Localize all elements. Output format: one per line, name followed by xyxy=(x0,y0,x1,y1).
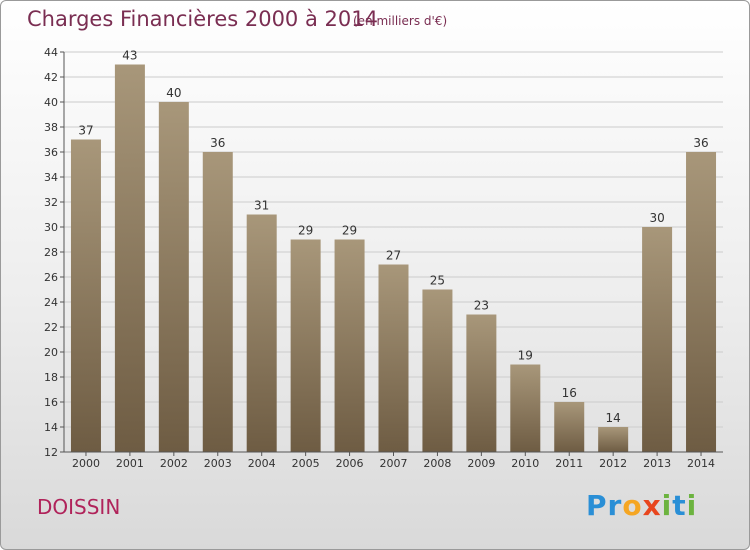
chart-unit: (en milliers d'€) xyxy=(353,14,448,28)
x-tick-label: 2003 xyxy=(204,457,232,470)
x-tick-label: 2005 xyxy=(292,457,320,470)
chart-title: Charges Financières 2000 à 2014 xyxy=(27,7,378,31)
bar-value-label: 19 xyxy=(518,349,533,363)
bar xyxy=(202,152,233,452)
y-tick-label: 14 xyxy=(44,421,58,434)
x-tick-label: 2009 xyxy=(467,457,495,470)
logo-letter: x xyxy=(642,489,662,522)
x-tick-label: 2014 xyxy=(687,457,715,470)
x-tick-label: 2006 xyxy=(336,457,364,470)
bar xyxy=(422,289,453,452)
axes: 12 14 16 18 20 22 24 26 28 30 32 34 36 38 40 42 44 2000 20… xyxy=(44,46,723,470)
x-tick-label: 2004 xyxy=(248,457,276,470)
x-tick-label: 2010 xyxy=(511,457,539,470)
y-tick-label: 36 xyxy=(44,146,58,159)
bar-value-label: 29 xyxy=(342,224,357,238)
logo-letter: t xyxy=(672,489,687,522)
bar-value-label: 16 xyxy=(562,386,577,400)
x-tick-label: 2002 xyxy=(160,457,188,470)
x-tick-label: 2012 xyxy=(599,457,627,470)
y-tick-label: 22 xyxy=(44,321,58,334)
bar-value-label: 25 xyxy=(430,274,445,288)
bar-value-label: 30 xyxy=(649,211,664,225)
commune-name: DOISSIN xyxy=(37,495,121,519)
bar-value-label: 23 xyxy=(474,299,489,313)
bar xyxy=(466,314,497,452)
bar xyxy=(246,214,277,452)
bar-value-label: 43 xyxy=(122,49,137,63)
y-tick-label: 32 xyxy=(44,196,58,209)
y-tick-label: 30 xyxy=(44,221,58,234)
y-tick-label: 18 xyxy=(44,371,58,384)
bar xyxy=(554,402,585,452)
x-tick-label: 2007 xyxy=(380,457,408,470)
x-tick-label: 2001 xyxy=(116,457,144,470)
logo-letter: P xyxy=(586,489,608,522)
x-tick-label: 2013 xyxy=(643,457,671,470)
logo-letter: i xyxy=(661,489,673,522)
logo-letter: o xyxy=(622,489,643,522)
bar xyxy=(290,239,321,452)
bars: 37 43 40 36 31 29 29 27 25 23 19 16 14 30 36 xyxy=(70,49,717,452)
bar xyxy=(334,239,365,452)
y-tick-label: 28 xyxy=(44,246,58,259)
y-tick-label: 40 xyxy=(44,96,58,109)
proxiti-logo: Proxiti xyxy=(586,489,697,522)
bar xyxy=(378,264,409,452)
y-tick-label: 24 xyxy=(44,296,58,309)
y-tick-label: 12 xyxy=(44,446,58,459)
bar-value-label: 31 xyxy=(254,199,269,213)
bar xyxy=(158,102,189,452)
bar xyxy=(114,64,145,452)
logo-letter: i xyxy=(686,489,698,522)
logo-letter: r xyxy=(607,489,623,522)
x-tick-label: 2000 xyxy=(72,457,100,470)
bar-value-label: 14 xyxy=(606,411,621,425)
bar xyxy=(70,139,101,452)
y-tick-label: 42 xyxy=(44,71,58,84)
bar-value-label: 40 xyxy=(166,86,181,100)
y-tick-label: 34 xyxy=(44,171,58,184)
bar xyxy=(510,364,541,452)
bar-value-label: 36 xyxy=(210,136,225,150)
y-tick-label: 20 xyxy=(44,346,58,359)
y-tick-label: 16 xyxy=(44,396,58,409)
bar-value-label: 27 xyxy=(386,249,401,263)
bar-value-label: 37 xyxy=(78,124,93,138)
bar xyxy=(686,152,717,452)
bar-value-label: 29 xyxy=(298,224,313,238)
y-tick-label: 26 xyxy=(44,271,58,284)
y-tick-label: 44 xyxy=(44,46,58,59)
bar-value-label: 36 xyxy=(693,136,708,150)
bar xyxy=(598,427,629,452)
bar xyxy=(642,227,673,452)
y-tick-label: 38 xyxy=(44,121,58,134)
x-tick-label: 2008 xyxy=(423,457,451,470)
x-tick-label: 2011 xyxy=(555,457,583,470)
